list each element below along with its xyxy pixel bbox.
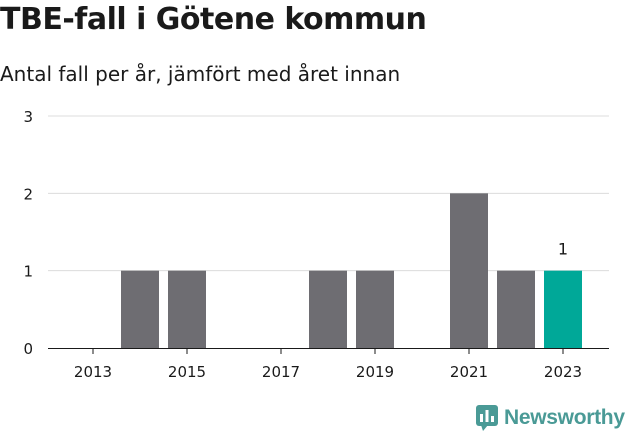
newsworthy-logo-icon	[476, 405, 498, 431]
x-tick-label: 2013	[74, 363, 112, 381]
x-tick-label: 2019	[356, 363, 394, 381]
x-tick-label: 2017	[262, 363, 300, 381]
data-label: 1	[558, 240, 568, 259]
x-tick-label: 2021	[450, 363, 488, 381]
bar-2015	[168, 270, 206, 348]
bar-2022	[497, 270, 535, 348]
brand-name: Newsworthy	[504, 406, 625, 429]
bar-2018	[309, 270, 347, 348]
y-tick-label: 2	[23, 185, 33, 203]
x-tick-label: 2015	[168, 363, 206, 381]
y-tick-label: 1	[23, 263, 33, 281]
bar-chart: 0 1 2 3 1 2013 2015 2017 2019 2021 2023	[23, 108, 609, 381]
chart-subtitle: Antal fall per år, jämfört med året inna…	[0, 62, 401, 86]
newsworthy-brand: Newsworthy	[476, 405, 625, 431]
y-tick-label: 0	[23, 340, 33, 358]
y-tick-label: 3	[23, 108, 33, 126]
bar-2023	[544, 270, 582, 348]
chart-title: TBE-fall i Götene kommun	[0, 2, 427, 37]
bar-2014	[121, 270, 159, 348]
bar-2019	[356, 270, 394, 348]
bar-2021	[450, 193, 488, 348]
x-tick-label: 2023	[544, 363, 582, 381]
